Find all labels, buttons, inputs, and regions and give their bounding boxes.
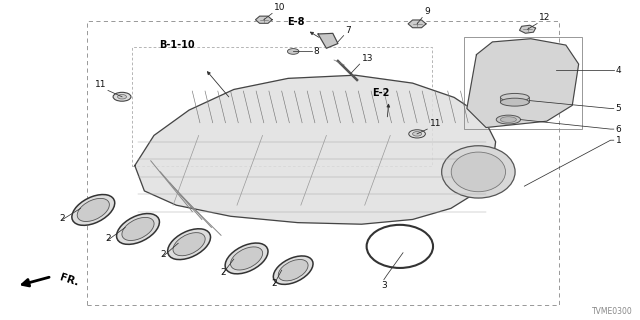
Ellipse shape [77,198,109,221]
Circle shape [113,92,131,101]
Text: 6: 6 [616,124,621,134]
Ellipse shape [122,217,154,241]
Ellipse shape [72,195,115,225]
Text: 2: 2 [60,214,65,223]
Text: 12: 12 [539,13,550,22]
Ellipse shape [173,233,205,256]
Text: 4: 4 [616,66,621,75]
Text: 13: 13 [362,54,373,63]
Ellipse shape [225,243,268,274]
Text: 2: 2 [220,268,226,276]
Ellipse shape [500,93,529,101]
Bar [87,21,559,305]
Circle shape [413,132,422,136]
Polygon shape [255,16,272,23]
Polygon shape [408,20,426,28]
Text: 9: 9 [424,7,430,16]
Ellipse shape [496,115,520,124]
Ellipse shape [116,213,159,244]
Polygon shape [467,39,579,127]
Polygon shape [520,25,536,33]
Text: B-1-10: B-1-10 [159,40,195,50]
Ellipse shape [442,146,515,198]
Text: 2: 2 [161,250,166,259]
Text: 10: 10 [274,3,285,12]
Circle shape [118,94,127,99]
Text: E-8: E-8 [287,17,304,27]
Text: FR.: FR. [58,272,80,287]
Text: 3: 3 [381,281,387,290]
Text: 2: 2 [271,279,277,288]
Bar [132,47,432,165]
Circle shape [287,49,299,54]
Polygon shape [135,75,495,224]
Ellipse shape [230,247,262,270]
Ellipse shape [273,256,313,284]
Bar [464,37,582,129]
Ellipse shape [451,152,506,192]
Circle shape [409,130,426,138]
Text: 11: 11 [430,119,442,128]
Text: 2: 2 [105,234,111,243]
Ellipse shape [168,229,211,260]
Text: 7: 7 [346,26,351,35]
Text: TVME0300: TVME0300 [592,307,633,316]
Text: 5: 5 [616,104,621,113]
Text: 1: 1 [616,136,621,145]
Ellipse shape [500,117,516,123]
Polygon shape [318,33,338,48]
Ellipse shape [500,98,529,106]
Ellipse shape [278,260,308,281]
Text: E-2: E-2 [372,88,390,98]
Text: 11: 11 [95,80,106,90]
Text: 8: 8 [314,47,319,56]
